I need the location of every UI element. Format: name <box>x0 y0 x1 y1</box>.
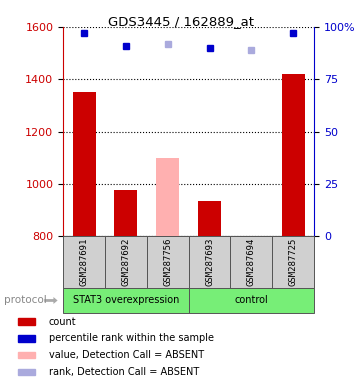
Text: GSM287691: GSM287691 <box>79 238 88 286</box>
Bar <box>18 335 35 342</box>
Bar <box>18 352 35 359</box>
Text: GSM287694: GSM287694 <box>247 238 256 286</box>
Text: STAT3 overexpression: STAT3 overexpression <box>73 295 179 306</box>
Text: percentile rank within the sample: percentile rank within the sample <box>49 333 214 343</box>
Bar <box>156 158 179 236</box>
Bar <box>272 236 314 288</box>
Bar <box>63 236 105 288</box>
Bar <box>188 288 314 313</box>
Text: GDS3445 / 162889_at: GDS3445 / 162889_at <box>108 15 253 28</box>
Text: protocol: protocol <box>4 295 46 306</box>
Text: control: control <box>235 295 268 306</box>
Bar <box>18 369 35 375</box>
Bar <box>63 288 188 313</box>
Text: value, Detection Call = ABSENT: value, Detection Call = ABSENT <box>49 350 204 360</box>
Text: GSM287693: GSM287693 <box>205 238 214 286</box>
Bar <box>282 74 305 236</box>
Bar <box>198 201 221 236</box>
Bar <box>73 92 96 236</box>
Bar <box>188 236 230 288</box>
Text: count: count <box>49 316 77 326</box>
Text: GSM287692: GSM287692 <box>121 238 130 286</box>
Bar <box>18 318 35 325</box>
Text: rank, Detection Call = ABSENT: rank, Detection Call = ABSENT <box>49 367 199 377</box>
Bar <box>114 190 138 236</box>
Bar <box>147 236 188 288</box>
Text: GSM287725: GSM287725 <box>289 238 298 286</box>
Bar <box>105 236 147 288</box>
Bar <box>230 236 272 288</box>
Text: GSM287756: GSM287756 <box>163 238 172 286</box>
